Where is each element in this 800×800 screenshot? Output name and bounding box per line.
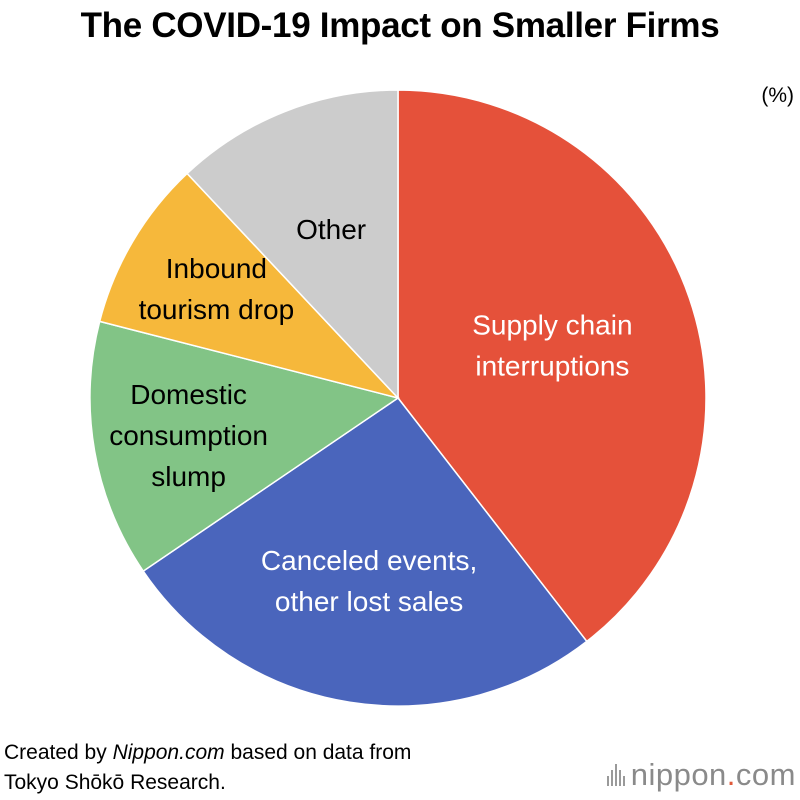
slice-label-line: Canceled events, — [261, 545, 477, 576]
slice-label-line: consumption — [109, 420, 268, 451]
pie-slices — [89, 89, 707, 707]
logo-text: nippon.com — [631, 757, 796, 793]
slice-label-line: Inbound — [166, 253, 267, 284]
logo-dot: . — [726, 757, 736, 792]
slice-label: Inbound tourism drop — [139, 253, 295, 325]
pie-slice — [142, 396, 588, 707]
chart-title: The COVID-19 Impact on Smaller Firms — [80, 6, 720, 45]
unit-label: (%) — [761, 84, 794, 107]
slice-label-line: tourism drop — [139, 294, 295, 325]
pie-slice — [89, 320, 400, 573]
logo-main: nippon — [630, 757, 727, 792]
nippon-logo: nippon.com — [606, 755, 796, 795]
slice-label: Canceled events, other lost sales — [261, 545, 477, 617]
slice-label: Other — [296, 214, 366, 245]
source-prefix: Created by — [4, 741, 113, 764]
slice-label: Domestic consumption slump — [109, 379, 268, 492]
slice-label-line: slump — [151, 461, 226, 492]
slice-label-line: Domestic — [130, 379, 247, 410]
source-suffix: based on data from — [224, 741, 412, 764]
slice-label-line: interruptions — [475, 351, 629, 382]
pie-labels: Supply chain interruptions Canceled events… — [109, 214, 632, 617]
pie-slice — [397, 89, 707, 643]
source-line-1: Created by Nippon.com based on data from — [4, 738, 411, 768]
logo-tld: com — [735, 757, 796, 792]
slice-label-line: Other — [296, 214, 366, 245]
slice-label-line: Supply chain — [472, 310, 632, 341]
pie-slice — [98, 172, 401, 400]
slice-label-line: other lost sales — [275, 586, 463, 617]
pie-slice — [186, 89, 399, 400]
slice-label: Supply chain interruptions — [472, 310, 632, 382]
nippon-bars-icon — [606, 764, 625, 786]
source-site: Nippon.com — [112, 741, 225, 764]
source-line-2: Tokyo Shōkō Research. — [4, 771, 226, 794]
source-note: Created by Nippon.com based on data from… — [4, 738, 411, 798]
